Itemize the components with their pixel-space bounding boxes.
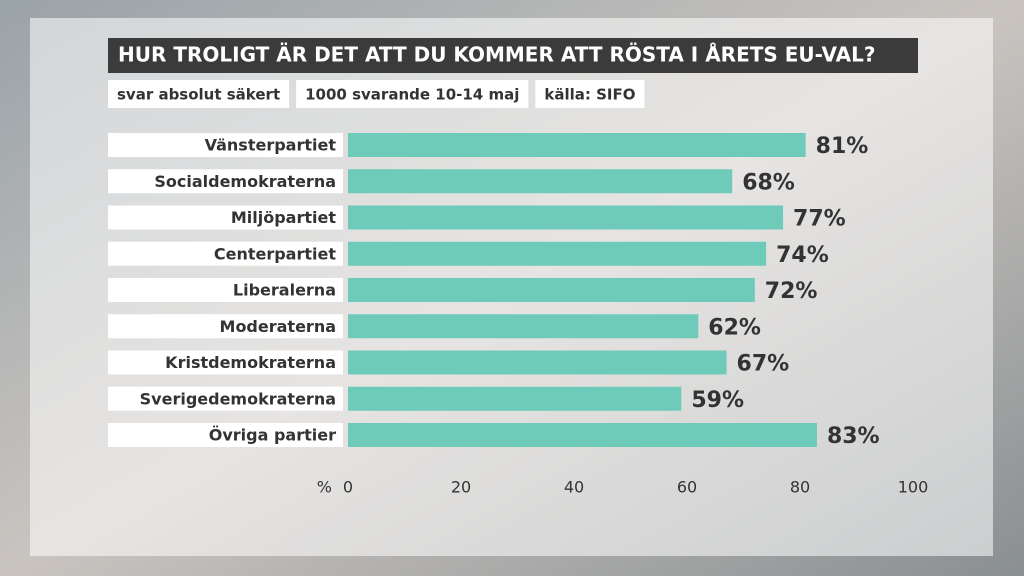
label-box [108, 133, 343, 157]
category-label: Miljöpartiet [231, 208, 336, 227]
bar [348, 278, 755, 302]
category-label: Vänsterpartiet [205, 136, 337, 155]
label-box [108, 423, 343, 447]
value-label: 74% [776, 243, 829, 268]
bar [348, 386, 682, 411]
category-label: Sverigedemokraterna [140, 389, 336, 408]
category-label: Övriga partier [209, 426, 336, 445]
x-tick-label: 100 [898, 478, 929, 497]
category-label: Moderaterna [220, 317, 336, 336]
x-tick-label: 80 [790, 478, 810, 497]
chart-title: HUR TROLIGT ÄR DET ATT DU KOMMER ATT RÖS… [118, 43, 875, 67]
plot: Vänsterpartiet 81% Socialdemokraterna 68% Mi… [108, 133, 928, 497]
value-label: 72% [765, 279, 818, 304]
title-box [108, 38, 918, 73]
label-box [108, 205, 343, 230]
bar [348, 423, 817, 447]
value-label: 81% [816, 134, 869, 159]
category-label: Liberalerna [233, 281, 336, 300]
x-tick-label: 0 [343, 478, 353, 497]
bar [348, 169, 733, 194]
label-box [108, 314, 343, 339]
label-box [108, 350, 343, 375]
bar [348, 205, 784, 230]
value-label: 62% [708, 315, 761, 340]
x-tick-label: 60 [677, 478, 697, 497]
bar [348, 350, 727, 375]
category-label: Socialdemokraterna [154, 172, 336, 191]
label-box [108, 169, 343, 194]
x-unit: % [317, 478, 332, 497]
bar [348, 133, 806, 157]
value-label: 59% [691, 388, 744, 413]
value-label: 68% [742, 170, 795, 195]
subtitle: källa: SIFO [544, 86, 635, 104]
label-box [108, 278, 343, 302]
subtitle-box [535, 80, 645, 108]
x-tick-label: 20 [451, 478, 471, 497]
label-box [108, 386, 343, 411]
subtitle: 1000 svarande 10-14 maj [305, 86, 519, 104]
subtitle-box [296, 80, 529, 108]
category-label: Kristdemokraterna [165, 353, 336, 372]
value-label: 77% [793, 207, 846, 232]
label-box [108, 241, 343, 266]
value-label: 83% [827, 424, 880, 449]
subtitle: svar absolut säkert [117, 86, 280, 104]
subtitle-box [108, 80, 290, 108]
bar [348, 314, 699, 339]
bar [348, 241, 767, 266]
value-label: 67% [737, 352, 790, 377]
subtitles: svar absolut säkert 1000 svarande 10-14 m… [108, 80, 645, 108]
x-tick-label: 40 [564, 478, 584, 497]
category-label: Centerpartiet [214, 244, 337, 263]
